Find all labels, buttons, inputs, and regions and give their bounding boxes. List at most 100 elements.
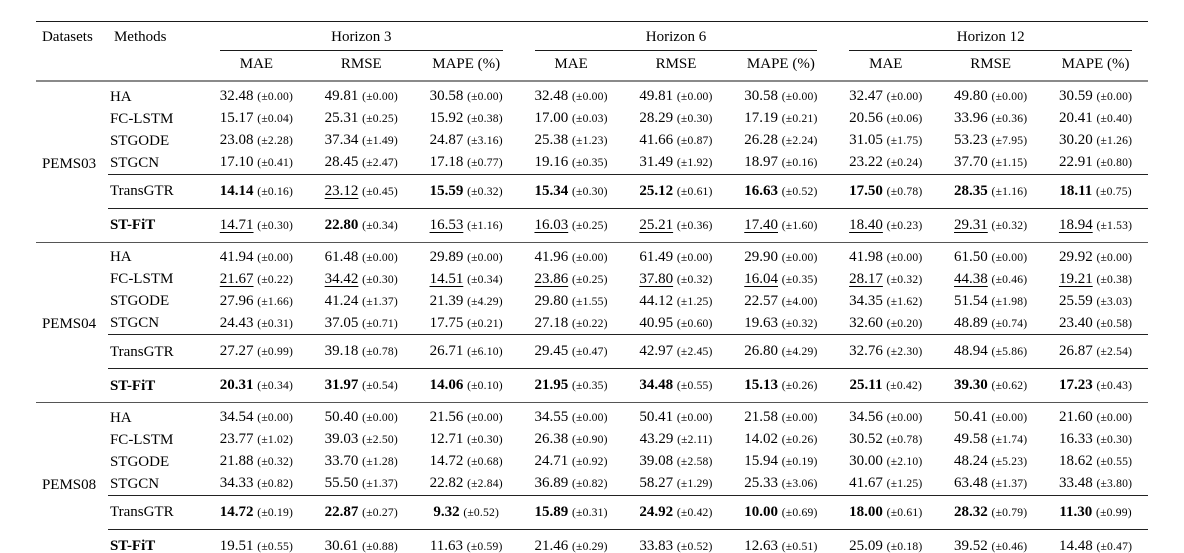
metric-value-cell: 28.32 (±0.79) — [938, 494, 1044, 529]
std-dev: (±0.75) — [1096, 184, 1132, 198]
std-dev: (±0.20) — [886, 316, 923, 330]
std-dev: (±0.24) — [886, 156, 923, 169]
metric-value-cell: 21.60 (±0.00) — [1043, 402, 1149, 429]
value: 10.00 — [744, 503, 778, 520]
std-dev: (±3.03) — [1096, 294, 1133, 308]
table-row: TransGTR 14.14 (±0.16) 23.12 (±0.45) 15.59 … — [36, 173, 1149, 208]
std-dev: (±0.32) — [467, 184, 503, 198]
metric-value-cell: 53.23 (±7.95) — [938, 130, 1043, 152]
metric-value-cell: 14.51 (±0.34) — [414, 268, 519, 290]
value: 41.96 — [534, 248, 569, 265]
metric-value-cell: 30.00 (±2.10) — [833, 451, 938, 473]
value: 16.03 — [534, 216, 569, 233]
metric-value-cell: 18.97 (±0.16) — [728, 152, 833, 175]
std-dev: (±0.00) — [467, 250, 503, 264]
value: 25.11 — [849, 377, 883, 393]
value: 30.20 — [1058, 132, 1093, 148]
metric-value-cell: 34.54 (±0.00) — [203, 402, 309, 429]
value: 39.30 — [954, 377, 988, 393]
value: 21.56 — [429, 409, 464, 425]
metric-value-cell: 14.02 (±0.26) — [728, 429, 833, 451]
value: 28.29 — [639, 110, 674, 126]
value: 41.94 — [219, 248, 254, 265]
value: 41.98 — [849, 248, 883, 265]
value: 30.52 — [849, 431, 883, 447]
value: 37.34 — [324, 132, 359, 148]
std-dev: (±0.35) — [781, 272, 818, 286]
value: 15.59 — [429, 182, 464, 199]
value: 14.72 — [429, 453, 464, 469]
std-dev: (±1.37) — [362, 477, 398, 490]
std-dev: (±0.46) — [991, 272, 1028, 286]
std-dev: (±0.00) — [571, 250, 608, 264]
value: 17.10 — [219, 154, 254, 170]
std-dev: (±0.00) — [886, 411, 923, 424]
value: 49.58 — [954, 431, 988, 447]
value: 50.40 — [324, 409, 359, 425]
std-dev: (±0.32) — [781, 316, 818, 330]
metric-value-cell: 34.33 (±0.82) — [204, 473, 309, 496]
metric-value-cell: 28.17 (±0.32) — [833, 268, 938, 290]
std-dev: (±0.00) — [781, 411, 818, 424]
value: 14.72 — [219, 503, 254, 520]
table-row: PEMS04 HA 41.94 (±0.00) 61.48 (±0.00) 29.89 … — [35, 241, 1149, 403]
metric-value-cell: 17.50 (±0.78) — [833, 173, 939, 208]
metric-value-cell: 22.82 (±2.84) — [414, 473, 519, 496]
std-dev: (±0.21) — [467, 316, 503, 330]
value: 18.94 — [1058, 216, 1093, 233]
metric-value-cell: 24.92 (±0.42) — [623, 494, 729, 529]
metric-value-cell: 20.41 (±0.40) — [1043, 108, 1148, 130]
col-header-h3-rmse: RMSE — [340, 56, 382, 72]
value: 23.77 — [219, 431, 254, 447]
table-row: PEMS08 HA 34.54 (±0.00) 50.40 (±0.00) 21.56 … — [35, 402, 1149, 553]
std-dev: (±1.26) — [1096, 134, 1133, 147]
std-dev: (±3.80) — [1096, 477, 1133, 490]
value: 23.08 — [219, 132, 254, 148]
std-dev: (±2.28) — [257, 134, 294, 147]
metric-value-cell: 27.96 (±1.66) — [204, 290, 309, 312]
metric-value-cell: 23.22 (±0.24) — [833, 152, 938, 175]
std-dev: (±0.00) — [781, 90, 818, 103]
metric-value-cell: 48.89 (±0.74) — [938, 312, 1043, 335]
metric-value-cell: 31.97 (±0.54) — [308, 368, 414, 403]
metric-value-cell: 55.50 (±1.37) — [309, 473, 414, 496]
value: 37.70 — [954, 154, 988, 170]
metric-value-cell: 32.60 (±0.20) — [833, 312, 938, 335]
value: 19.63 — [744, 314, 778, 331]
value: 30.58 — [744, 88, 778, 104]
method-label: ST-FiT — [107, 207, 204, 242]
metric-value-cell: 39.18 (±0.78) — [308, 334, 414, 369]
value: 61.50 — [954, 248, 988, 265]
std-dev: (±0.27) — [362, 505, 398, 519]
std-dev: (±0.36) — [991, 112, 1028, 125]
std-dev: (±0.34) — [362, 218, 398, 232]
metric-value-cell: 22.91 (±0.80) — [1043, 152, 1148, 175]
value: 32.60 — [849, 314, 883, 331]
std-dev: (±0.71) — [362, 316, 398, 330]
value: 21.58 — [744, 409, 778, 425]
std-dev: (±0.25) — [571, 272, 608, 286]
value: 37.80 — [639, 270, 674, 287]
metric-value-cell: 34.56 (±0.00) — [833, 402, 939, 429]
value: 9.32 — [433, 503, 460, 520]
value: 15.89 — [534, 503, 569, 520]
std-dev: (±0.00) — [362, 250, 398, 264]
value: 49.81 — [324, 88, 359, 104]
value: 29.45 — [534, 343, 569, 359]
metric-value-cell: 14.14 (±0.16) — [203, 173, 309, 208]
metric-value-cell: 17.10 (±0.41) — [204, 152, 309, 175]
metric-value-cell: 19.63 (±0.32) — [728, 312, 833, 335]
value: 25.33 — [744, 475, 778, 491]
metric-value-cell: 30.59 (±0.00) — [1043, 81, 1148, 108]
horizon-12-label: Horizon 12 — [849, 29, 1133, 51]
std-dev: (±0.00) — [362, 90, 398, 103]
value: 28.35 — [954, 182, 988, 199]
value: 24.87 — [429, 132, 464, 148]
value: 16.53 — [429, 216, 464, 233]
table-row: FC-LSTM 15.17 (±0.04) 25.31 (±0.25) 15.92 (… — [36, 108, 1148, 130]
value: 37.05 — [324, 314, 359, 331]
metric-value-cell: 19.51 (±0.55) — [203, 528, 309, 553]
std-dev: (±0.52) — [781, 184, 818, 198]
value: 44.38 — [954, 270, 988, 287]
metric-value-cell: 29.80 (±1.55) — [519, 290, 624, 312]
